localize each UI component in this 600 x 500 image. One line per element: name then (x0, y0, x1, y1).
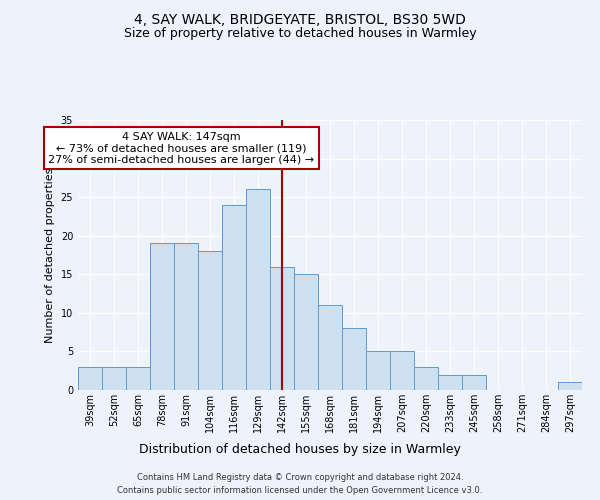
Bar (246, 190, 270, 390)
Bar (318, 305, 342, 390)
Bar (342, 328, 366, 390)
Bar (102, 367, 126, 390)
Text: Contains HM Land Registry data © Crown copyright and database right 2024.
Contai: Contains HM Land Registry data © Crown c… (118, 474, 482, 495)
Text: 4, SAY WALK, BRIDGEYATE, BRISTOL, BS30 5WD: 4, SAY WALK, BRIDGEYATE, BRISTOL, BS30 5… (134, 12, 466, 26)
Bar (294, 274, 318, 390)
Bar (438, 374, 462, 390)
Bar (462, 374, 486, 390)
Bar (222, 205, 246, 390)
Text: Distribution of detached houses by size in Warmley: Distribution of detached houses by size … (139, 442, 461, 456)
Bar (78, 367, 102, 390)
Text: Size of property relative to detached houses in Warmley: Size of property relative to detached ho… (124, 28, 476, 40)
Bar (558, 382, 582, 390)
Bar (198, 251, 222, 390)
Bar (270, 266, 294, 390)
Bar (174, 244, 198, 390)
Bar (126, 367, 150, 390)
Bar (414, 367, 438, 390)
Text: 4 SAY WALK: 147sqm
← 73% of detached houses are smaller (119)
27% of semi-detach: 4 SAY WALK: 147sqm ← 73% of detached hou… (48, 132, 314, 165)
Bar (150, 244, 174, 390)
Bar (390, 352, 414, 390)
Bar (366, 352, 390, 390)
Y-axis label: Number of detached properties: Number of detached properties (45, 168, 55, 342)
